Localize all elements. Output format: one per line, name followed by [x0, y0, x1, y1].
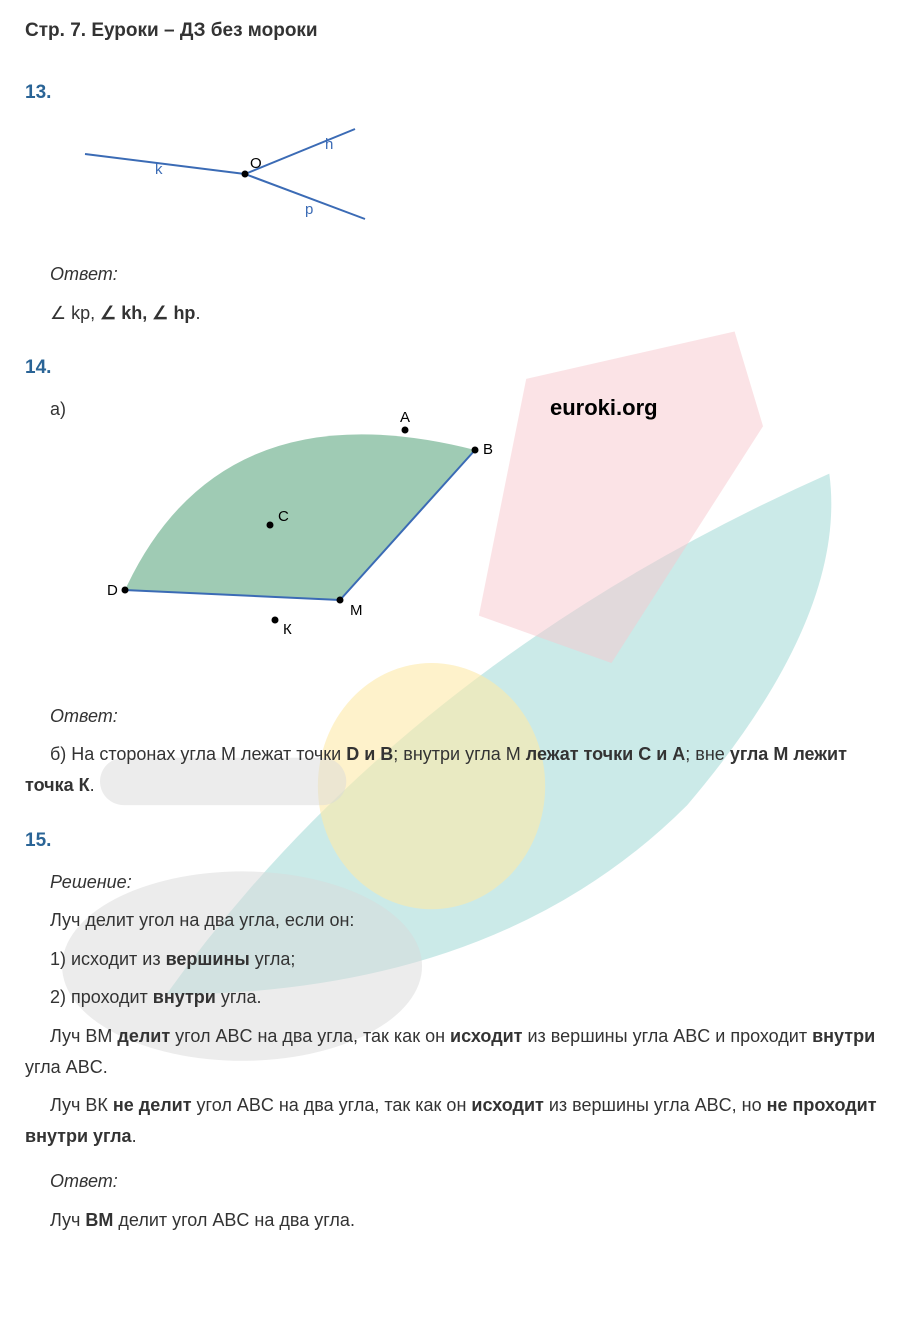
task-13-number: 13.	[25, 82, 892, 104]
svg-text:B: B	[483, 441, 493, 458]
task-14-answer-label: Ответ:	[50, 701, 892, 732]
svg-text:O: O	[250, 155, 262, 172]
task-14-diagram: M A B C D К	[85, 405, 892, 645]
svg-text:A: A	[400, 409, 410, 426]
svg-text:C: C	[278, 508, 289, 525]
task-15-answer-label: Ответ:	[50, 1166, 892, 1197]
page-title: Стр. 7. Еуроки – ДЗ без мороки	[25, 20, 892, 42]
task-14-number: 14.	[25, 357, 892, 379]
svg-text:p: p	[305, 201, 313, 218]
svg-text:К: К	[283, 621, 292, 638]
task-14-part-b-text: б) На сторонах угла M лежат точки D и B;…	[25, 739, 892, 800]
task-15-answer: Луч BM делит угол ABC на два угла.	[25, 1205, 892, 1236]
task-15-line2: 1) исходит из вершины угла;	[25, 944, 892, 975]
task-13-answer-label: Ответ:	[50, 259, 892, 290]
task-13-answer: ∠ kp, ∠ kh, ∠ hp.	[50, 298, 892, 329]
task-15-line1: Луч делит угол на два угла, если он:	[25, 905, 892, 936]
svg-text:M: M	[350, 602, 363, 619]
task-15-line5: Луч BК не делит угол ABC на два угла, та…	[25, 1090, 892, 1151]
task-15-line4: Луч BM делит угол ABC на два угла, так к…	[25, 1021, 892, 1082]
task-15-line3: 2) проходит внутри угла.	[25, 982, 892, 1013]
task-15-solution-label: Решение:	[50, 867, 892, 898]
svg-text:h: h	[325, 136, 333, 153]
task-15-number: 15.	[25, 830, 892, 852]
task-13-diagram: k h p O	[55, 119, 892, 239]
svg-text:D: D	[107, 582, 118, 599]
svg-text:k: k	[155, 161, 163, 178]
